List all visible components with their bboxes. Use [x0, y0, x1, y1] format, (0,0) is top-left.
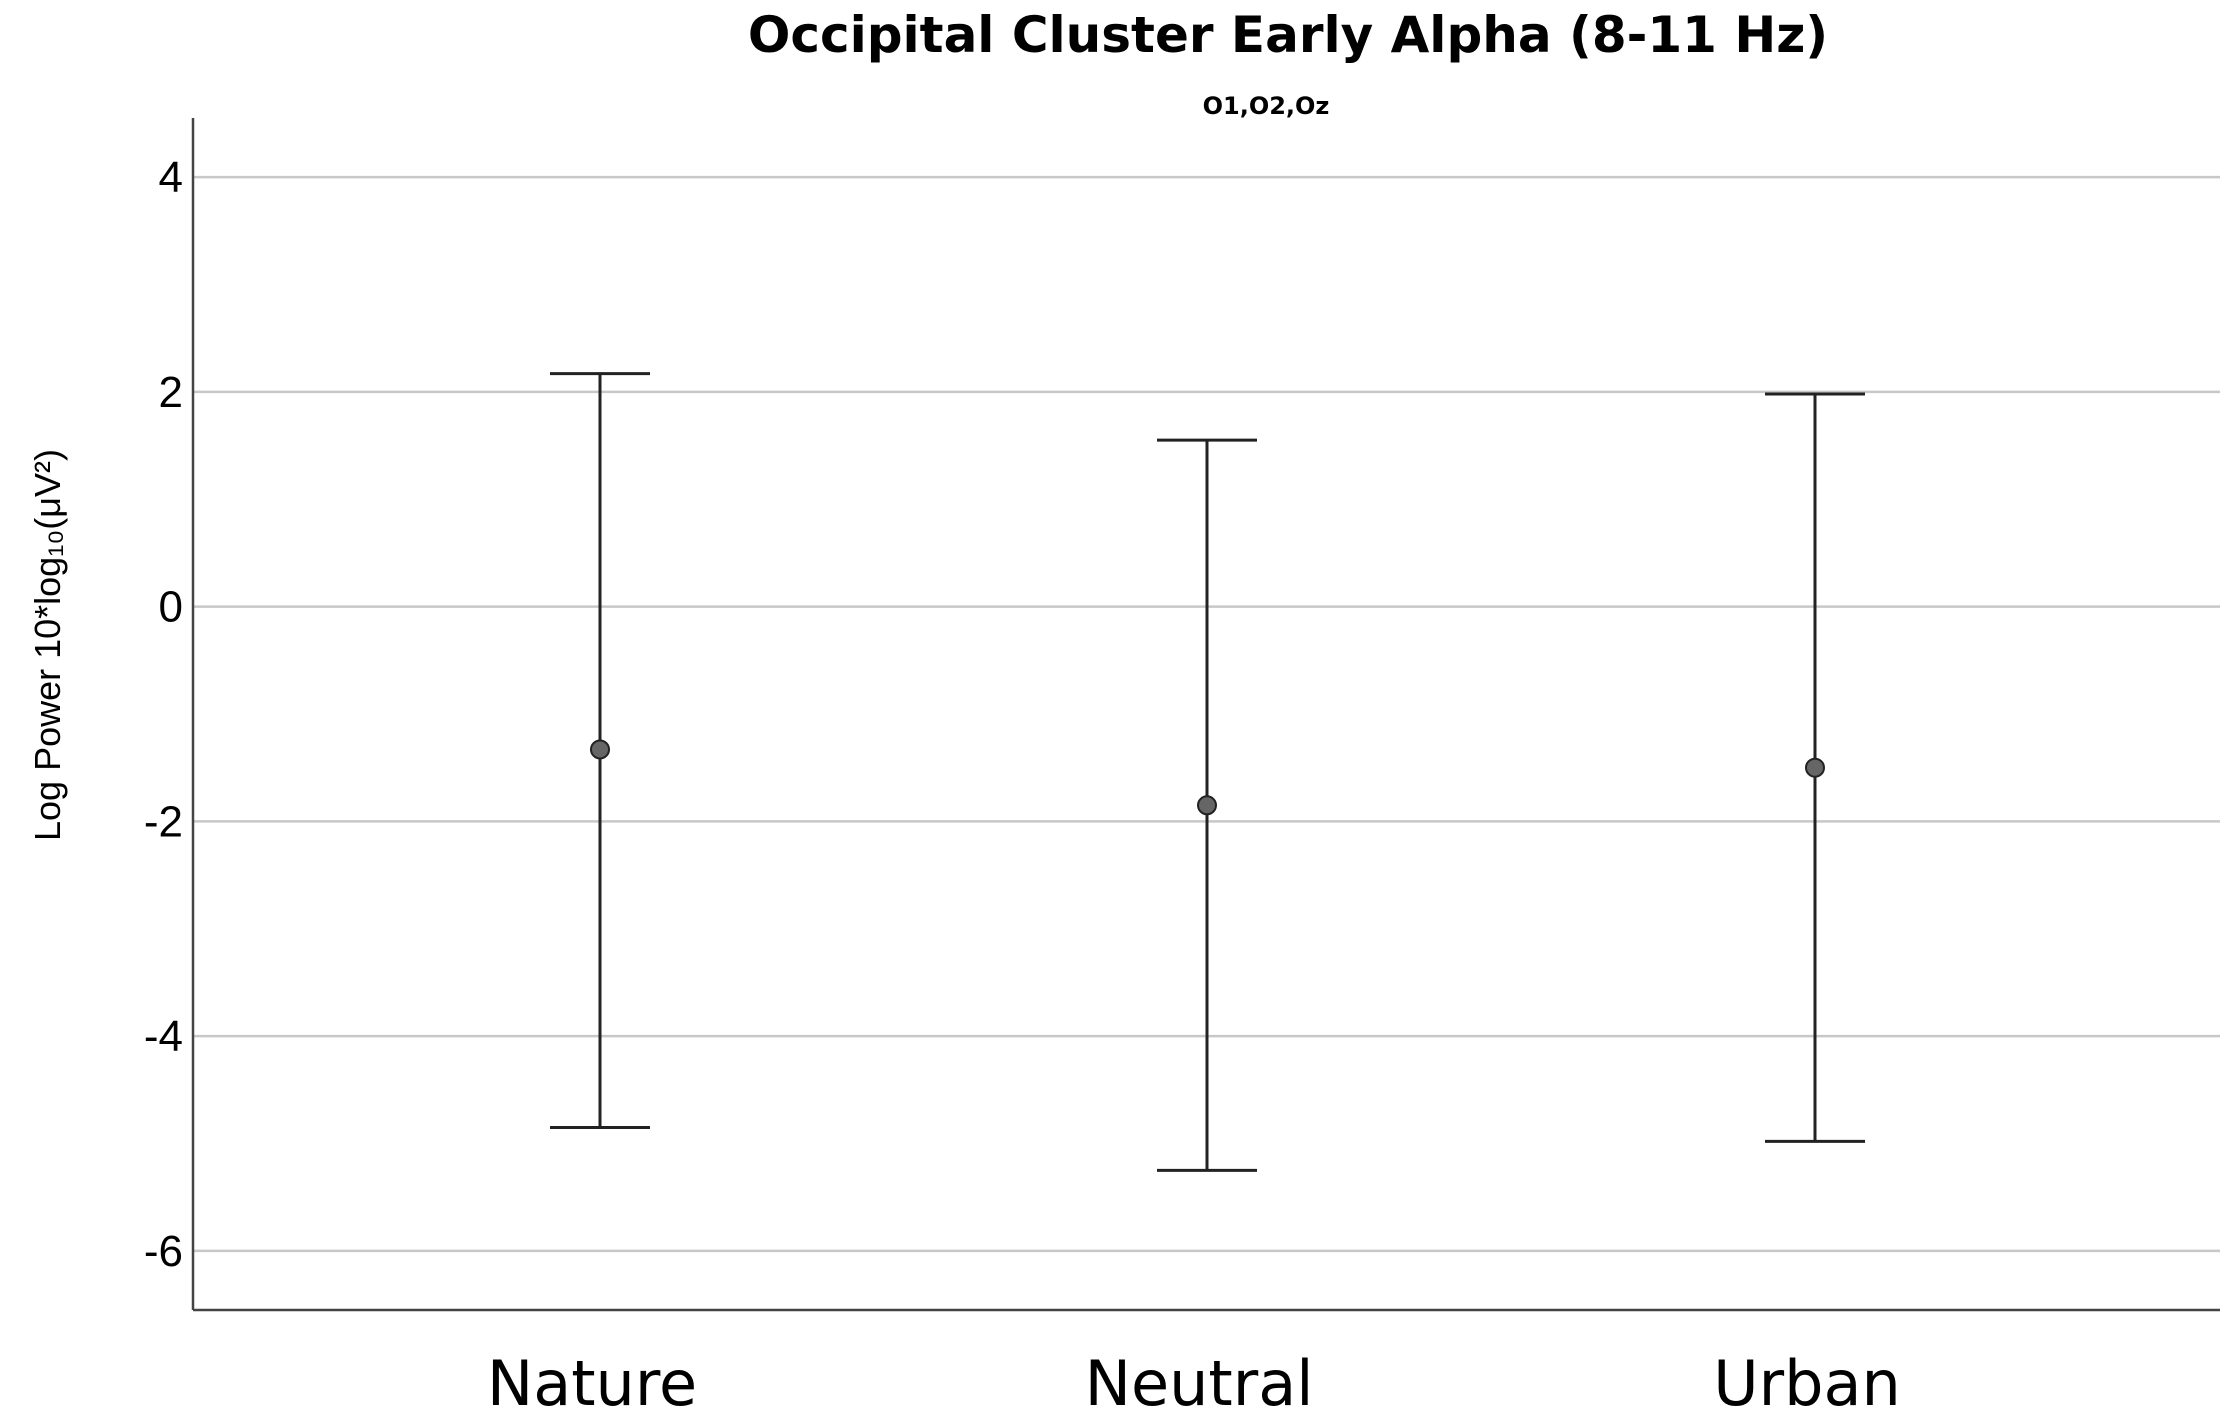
- y-tick-label: -6: [144, 1227, 183, 1276]
- error-bars: [550, 372, 1865, 1172]
- x-category-label: Neutral: [1085, 1347, 1314, 1416]
- error-bar-neutral: [1157, 438, 1257, 1172]
- x-category-label: Urban: [1713, 1347, 1901, 1416]
- y-tick-label: 0: [159, 583, 183, 632]
- x-category-labels: Nature Neutral Urban: [487, 1347, 1901, 1416]
- error-bar-nature: [550, 372, 650, 1129]
- chart-title: Occipital Cluster Early Alpha (8-11 Hz): [748, 6, 1828, 64]
- y-tick-label: -2: [144, 797, 183, 846]
- y-tick-label: -4: [144, 1012, 183, 1061]
- error-bar-urban: [1765, 392, 1865, 1143]
- y-axis-label: Log Power 10*log₁₀(μV²): [27, 449, 68, 841]
- mean-point: [1805, 757, 1825, 778]
- axes: [191, 118, 2220, 1312]
- y-tick-label: 4: [159, 153, 183, 202]
- y-tick-labels: 4 2 0 -2 -4 -6: [144, 153, 183, 1276]
- mean-point: [590, 739, 610, 760]
- chart-subtitle: O1,O2,Oz: [1203, 92, 1330, 120]
- y-tick-label: 2: [159, 368, 183, 417]
- mean-point: [1197, 795, 1217, 816]
- x-category-label: Nature: [487, 1347, 697, 1416]
